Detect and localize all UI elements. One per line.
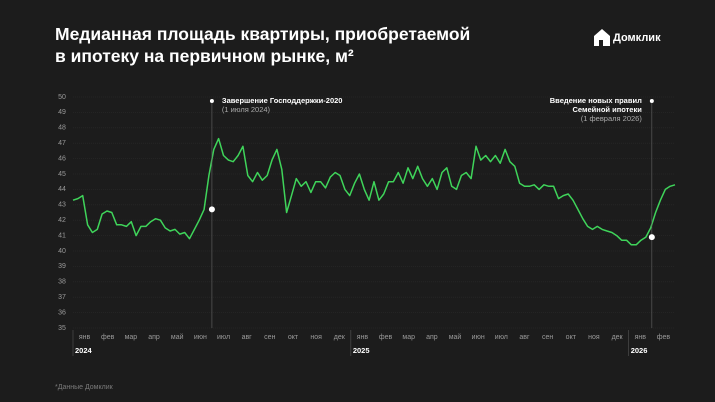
x-tick-label: июл: [217, 334, 230, 341]
y-tick-label: 39: [58, 263, 66, 270]
y-tick-label: 35: [58, 325, 66, 332]
x-tick-label: ноя: [310, 334, 322, 341]
year-label: 2025: [353, 346, 370, 355]
y-tick-label: 46: [58, 155, 66, 162]
x-tick-label: авг: [242, 334, 253, 341]
y-tick-label: 48: [58, 125, 66, 132]
source: *Данные Домклик: [55, 384, 114, 391]
x-tick-label: июн: [472, 334, 485, 341]
annotation-marker: [648, 234, 655, 241]
annotation-date: (1 февраля 2026): [581, 114, 643, 123]
x-tick-label: сен: [264, 334, 275, 341]
x-tick-label: дек: [612, 334, 624, 341]
x-tick-label: янв: [357, 334, 369, 341]
y-tick-label: 42: [58, 217, 66, 224]
y-tick-label: 45: [58, 171, 66, 178]
chart-title: Медианная площадь квартиры, приобретаемо…: [55, 24, 470, 44]
y-tick-label: 44: [58, 186, 66, 193]
x-tick-label: окт: [288, 334, 299, 341]
y-tick-label: 49: [58, 109, 66, 116]
logo-text: Домклик: [613, 32, 661, 44]
x-tick-label: июл: [495, 334, 508, 341]
year-label: 2024: [75, 346, 93, 355]
y-tick-label: 47: [58, 140, 66, 147]
x-tick-label: ноя: [588, 334, 600, 341]
annotation-date: (1 июля 2024): [222, 105, 271, 114]
logo: Домклик: [594, 29, 661, 46]
y-tick-label: 36: [58, 309, 66, 316]
x-tick-label: апр: [148, 334, 160, 341]
y-tick-label: 37: [58, 294, 66, 301]
x-tick-label: фев: [379, 334, 393, 341]
annotation-text: Завершение Господдержки-2020: [222, 96, 343, 105]
y-tick-label: 41: [58, 232, 66, 239]
year-label: 2026: [631, 346, 648, 355]
x-tick-label: апр: [426, 334, 438, 341]
x-tick-label: дек: [334, 334, 346, 341]
data-line: [72, 137, 676, 246]
x-tick-label: фев: [657, 334, 671, 341]
x-tick-label: май: [171, 333, 184, 341]
y-tick-label: 38: [58, 279, 66, 286]
x-tick-label: сен: [542, 334, 553, 341]
annotation-dot: [209, 99, 214, 103]
y-tick-label: 43: [58, 202, 66, 209]
annotation-marker: [208, 206, 215, 213]
x-tick-label: июн: [194, 334, 207, 341]
chart-title: в ипотеку на первичном рынке, м²: [55, 46, 354, 66]
y-tick-label: 50: [58, 94, 66, 101]
x-tick-label: май: [449, 333, 462, 341]
x-tick-label: янв: [635, 334, 647, 341]
x-tick-label: авг: [519, 334, 530, 341]
x-tick-label: мар: [125, 334, 138, 341]
annotation-text: Введение новых правил: [550, 96, 642, 105]
x-tick-label: янв: [79, 334, 91, 341]
x-tick-label: мар: [402, 334, 415, 341]
logo-icon: [594, 29, 610, 46]
y-tick-label: 40: [58, 248, 66, 255]
x-tick-label: фев: [101, 334, 115, 341]
annotation-dot: [649, 99, 654, 103]
x-tick-label: окт: [566, 334, 577, 341]
annotation-text: Семейной ипотеки: [572, 105, 642, 114]
